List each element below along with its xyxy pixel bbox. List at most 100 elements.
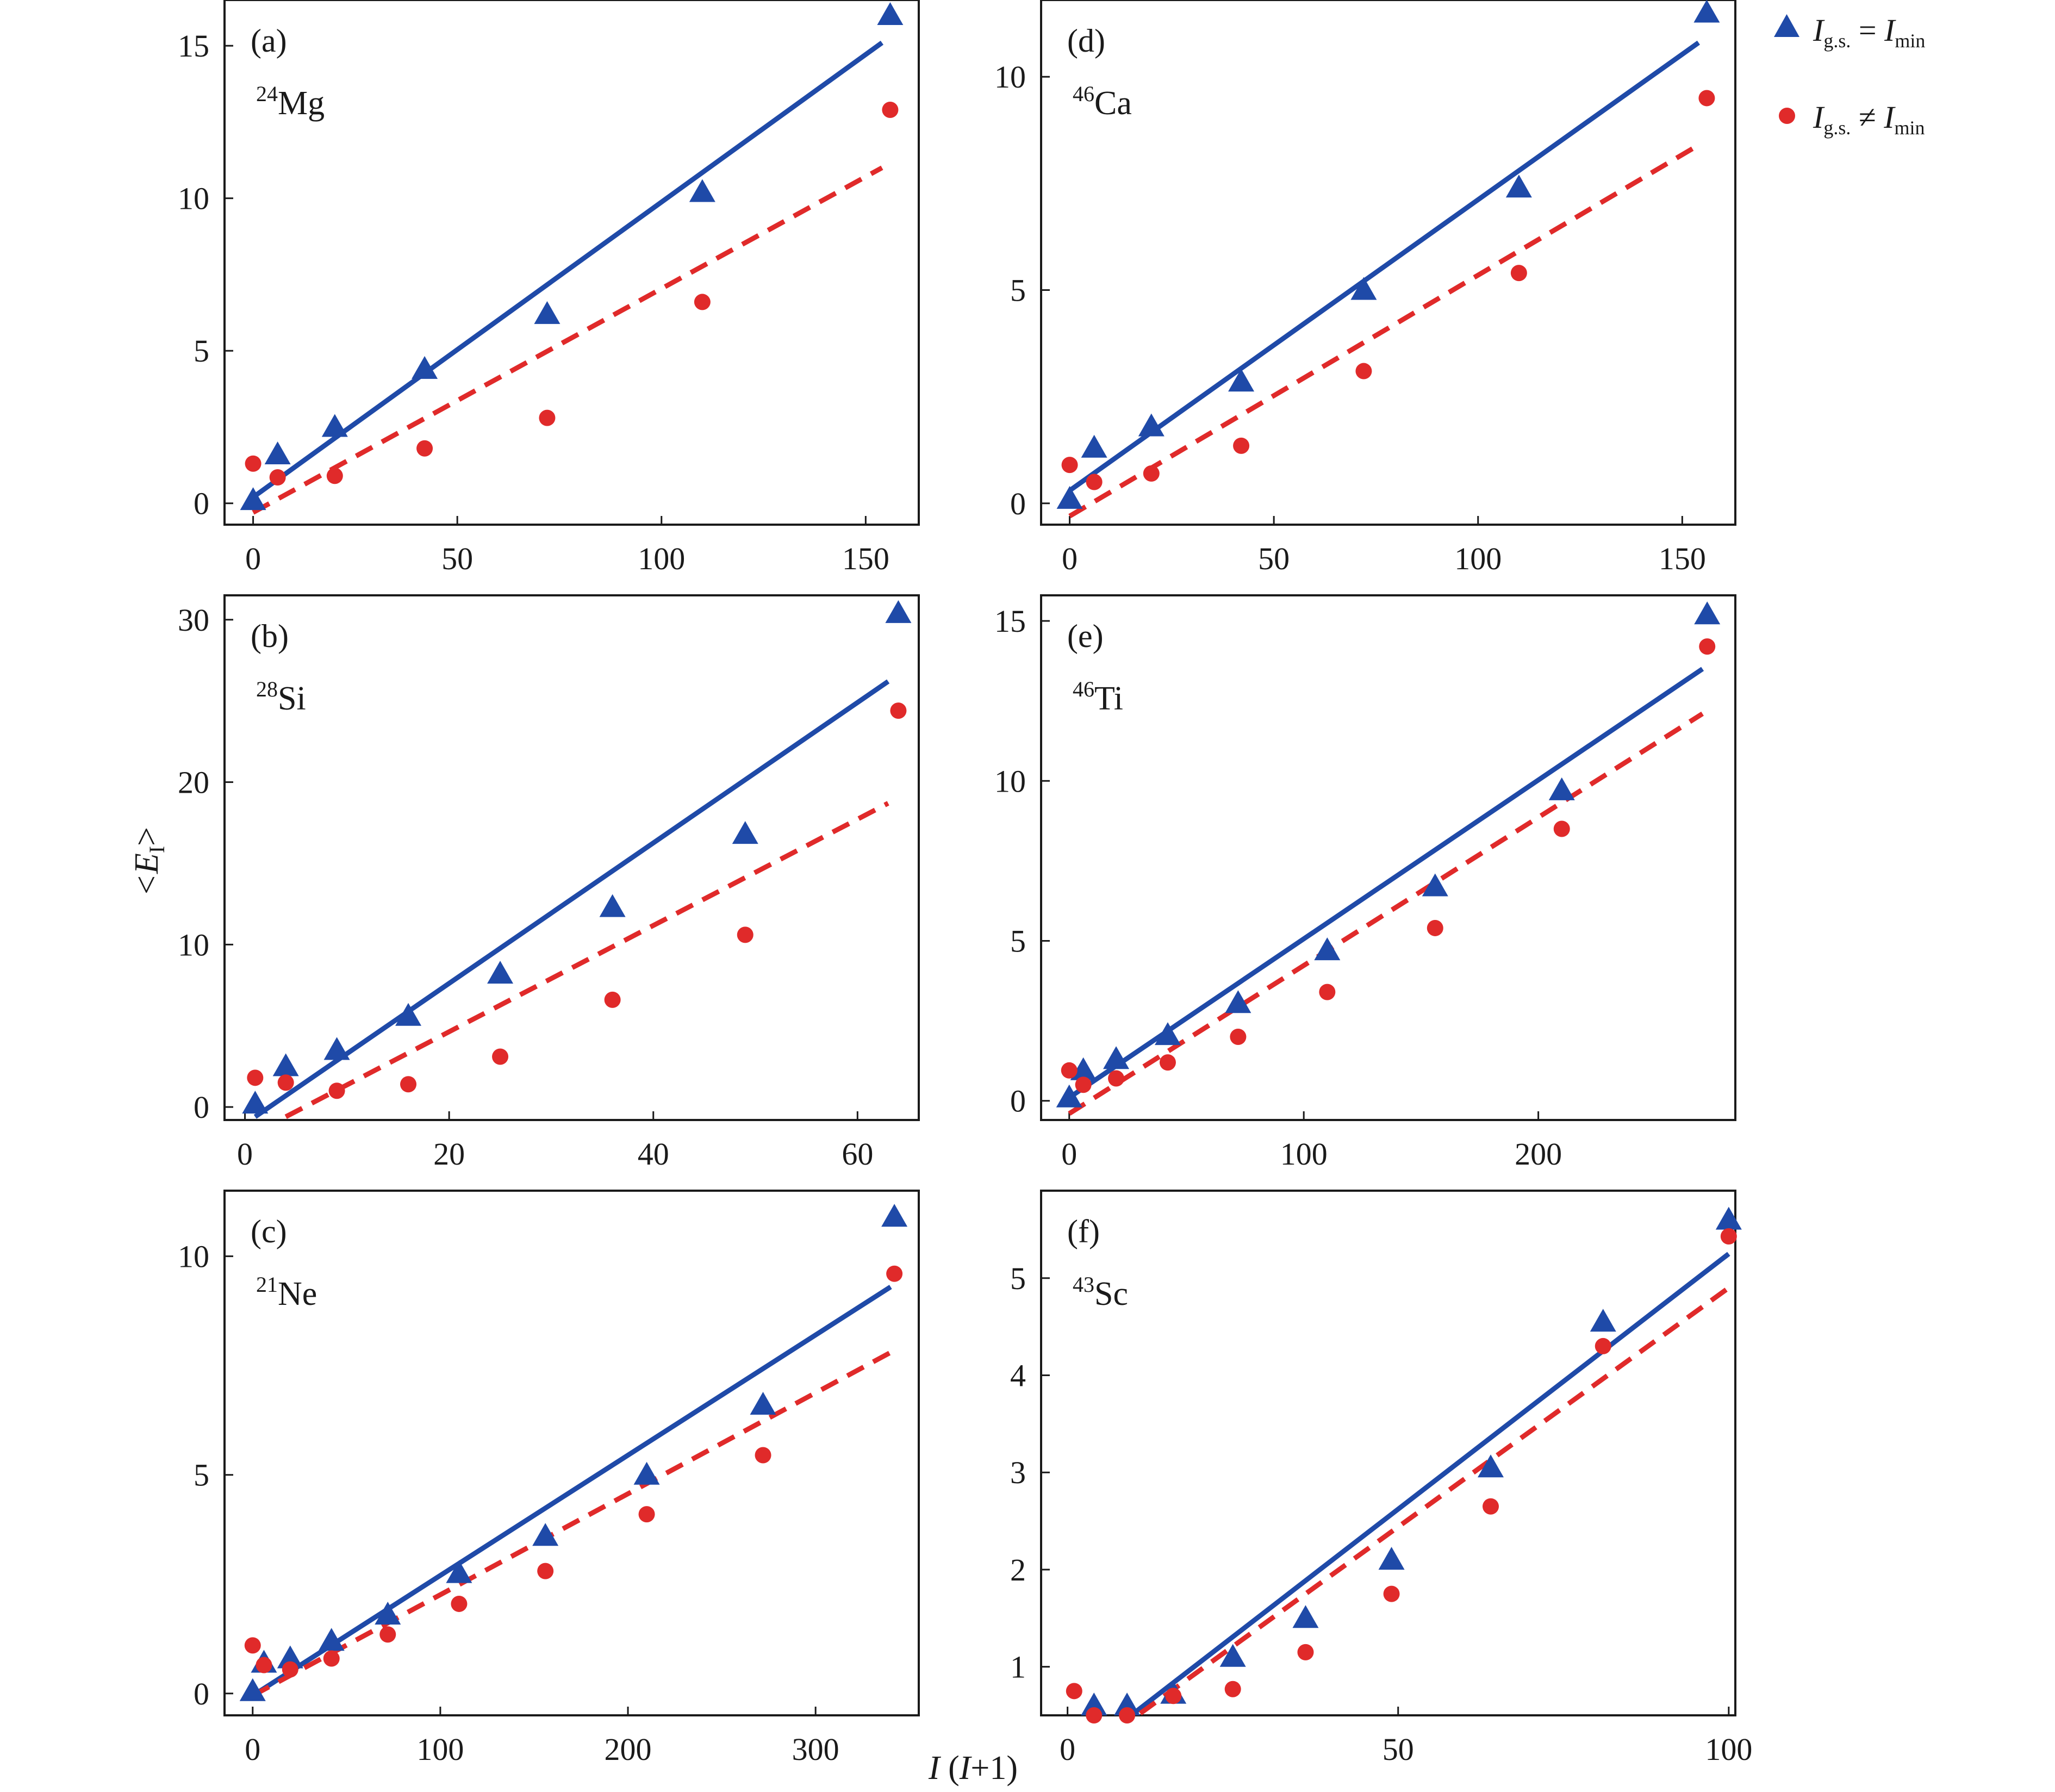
nucleus-mass: 43 xyxy=(1073,1272,1094,1297)
data-point-triangle xyxy=(1154,1022,1181,1046)
nucleus-label: 46Ti xyxy=(1073,677,1123,717)
data-point-triangle xyxy=(1070,1057,1097,1080)
data-point-circle xyxy=(1075,1077,1092,1093)
data-point-triangle xyxy=(1422,873,1448,897)
data-point-triangle xyxy=(264,441,291,464)
legend-label-min: Ig.s. = Imin xyxy=(1813,13,1925,52)
nucleus-symbol: Mg xyxy=(278,85,325,122)
y-tick-label: 1 xyxy=(1010,1650,1026,1685)
panel-label: (f) xyxy=(1067,1214,1100,1249)
fit-line-not-min xyxy=(252,165,883,515)
x-tick-label: 50 xyxy=(1383,1732,1414,1767)
x-tick-label: 100 xyxy=(638,541,685,576)
data-point-circle xyxy=(1553,820,1570,837)
x-tick-label: 200 xyxy=(1515,1136,1562,1172)
data-point-triangle xyxy=(689,179,715,202)
data-point-circle xyxy=(323,1650,340,1667)
fit-line-not-min xyxy=(1138,1286,1730,1715)
x-tick-label: 20 xyxy=(433,1136,465,1172)
data-point-circle xyxy=(451,1595,468,1612)
data-point-circle xyxy=(1224,1681,1241,1697)
plot-frame xyxy=(1040,1190,1736,1716)
data-point-triangle xyxy=(272,1053,299,1077)
fit-line-min xyxy=(1132,1252,1730,1715)
legend-entry-min: Ig.s. = Imin xyxy=(1774,13,1925,52)
x-tick-label: 100 xyxy=(1705,1732,1752,1767)
y-tick-label: 10 xyxy=(178,927,209,962)
x-tick-label: 0 xyxy=(245,541,261,576)
data-point-circle xyxy=(328,1082,345,1099)
nucleus-symbol: Sc xyxy=(1094,1275,1128,1312)
y-tick-label: 30 xyxy=(178,602,209,638)
data-point-circle xyxy=(604,991,621,1008)
fit-line-min xyxy=(251,1285,892,1698)
data-point-circle xyxy=(1297,1644,1314,1660)
fit-line-min xyxy=(1068,667,1704,1100)
y-tick-label: 5 xyxy=(194,1458,209,1493)
plot-area xyxy=(1132,1252,1730,1715)
x-tick-label: 0 xyxy=(245,1732,260,1767)
x-tick-label: 0 xyxy=(237,1136,253,1172)
data-point-triangle xyxy=(885,600,912,623)
fit-line-min xyxy=(1068,40,1701,493)
data-point-triangle xyxy=(1715,1206,1742,1230)
plot-frame xyxy=(1040,594,1736,1121)
panel-label: (d) xyxy=(1067,23,1105,59)
data-point-circle xyxy=(256,1657,272,1673)
data-point-circle xyxy=(492,1048,509,1065)
data-point-circle xyxy=(245,455,261,472)
data-point-triangle xyxy=(1378,1547,1405,1570)
data-point-triangle xyxy=(750,1392,776,1415)
x-tick-label: 40 xyxy=(638,1136,669,1172)
data-point-triangle xyxy=(446,1560,472,1583)
panel-c: 0 100 200 300 0 5 10 (c) 21Ne xyxy=(178,1190,920,1767)
fit-line-min xyxy=(253,679,890,1119)
data-point-triangle xyxy=(1590,1309,1616,1332)
data-point-triangle xyxy=(242,1091,269,1114)
data-point-triangle xyxy=(1056,486,1083,509)
data-point-triangle xyxy=(1225,990,1251,1013)
data-point-triangle xyxy=(1478,1454,1504,1478)
data-point-triangle xyxy=(1693,0,1720,23)
data-point-triangle xyxy=(375,1602,401,1625)
data-point-triangle xyxy=(323,1037,350,1060)
panel-a: 0 50 100 150 0 5 10 15 (a) 24Mg xyxy=(178,0,920,576)
data-point-circle xyxy=(886,1265,903,1282)
data-point-circle xyxy=(282,1661,298,1678)
data-point-triangle xyxy=(732,821,758,844)
nucleus-label: 46Ca xyxy=(1073,82,1132,122)
data-point-triangle xyxy=(1103,1046,1130,1069)
nucleus-symbol: Si xyxy=(278,680,306,717)
data-point-circle xyxy=(1233,437,1250,454)
data-point-triangle xyxy=(1548,777,1575,800)
x-tick-label: 300 xyxy=(792,1732,839,1767)
legend-entry-not-min: Ig.s. ≠ Imin xyxy=(1779,99,1925,139)
data-point-circle xyxy=(326,468,343,484)
data-point-circle xyxy=(1383,1585,1400,1602)
x-tick-label: 200 xyxy=(605,1732,652,1767)
y-tick-label: 0 xyxy=(194,486,209,521)
nucleus-label: 43Sc xyxy=(1073,1272,1128,1312)
data-point-circle xyxy=(1086,474,1103,490)
data-point-triangle xyxy=(395,1003,422,1026)
data-point-triangle xyxy=(487,961,514,984)
plot-area xyxy=(253,679,890,1119)
nucleus-label: 21Ne xyxy=(256,1272,317,1312)
fit-line-not-min xyxy=(284,801,889,1119)
y-tick-label: 0 xyxy=(194,1090,209,1125)
data-point-circle xyxy=(737,926,753,943)
data-point-circle xyxy=(1595,1337,1611,1354)
nucleus-mass: 24 xyxy=(256,82,278,106)
panel-label: (e) xyxy=(1067,618,1104,654)
data-point-circle xyxy=(1427,919,1443,936)
y-tick-label: 3 xyxy=(1010,1455,1026,1490)
panel-b: 0 20 40 60 0 10 20 30 (b) 28Si xyxy=(178,594,920,1172)
y-tick-label: 15 xyxy=(994,603,1026,639)
x-tick-label: 0 xyxy=(1062,541,1078,576)
data-point-triangle xyxy=(1694,601,1721,625)
plot-area xyxy=(251,1285,892,1698)
y-tick-label: 0 xyxy=(1010,1084,1026,1119)
y-tick-label: 2 xyxy=(1010,1552,1026,1588)
plot-area xyxy=(251,40,884,515)
